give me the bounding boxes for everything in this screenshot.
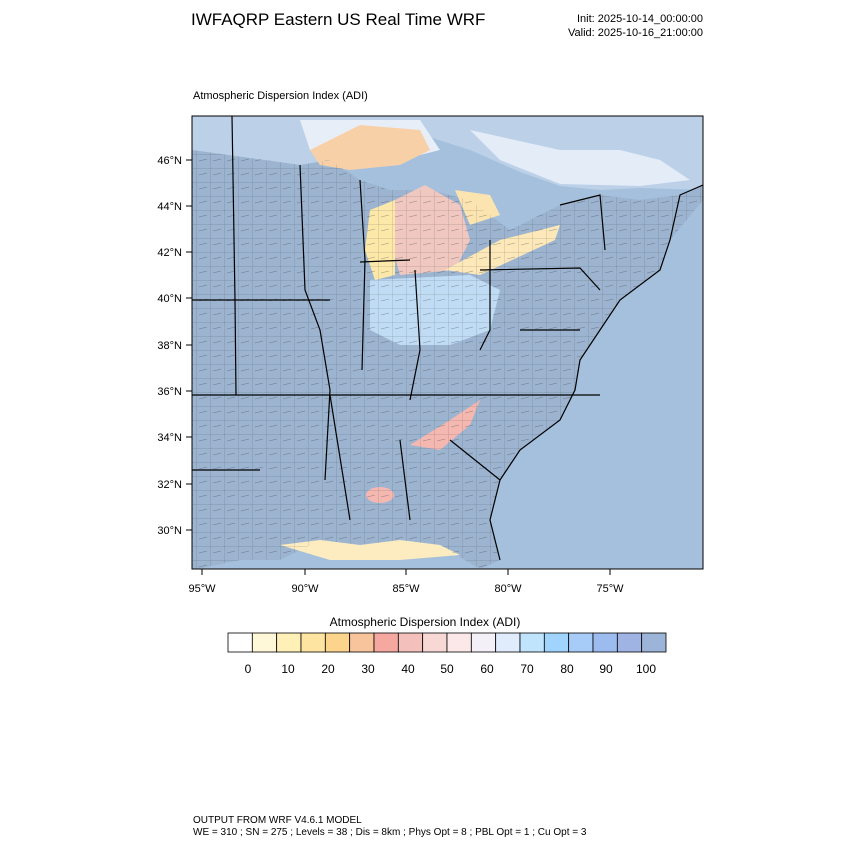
colorbar-box	[495, 632, 521, 653]
lon-label: 95°W	[188, 583, 216, 595]
map-frame	[191, 115, 704, 570]
colorbar-title: Atmospheric Dispersion Index (ADI)	[329, 615, 521, 629]
colorbar-box	[373, 632, 399, 653]
colorbar-tick-label: 0	[245, 662, 252, 676]
colorbar-box	[470, 632, 497, 653]
canada-light-2	[470, 130, 690, 186]
colorbar-tick-label: 60	[480, 662, 494, 676]
lat-label: 32°N	[157, 479, 182, 491]
colorbar-box	[568, 632, 594, 653]
lat-label: 36°N	[157, 386, 182, 398]
lat-label: 40°N	[157, 293, 182, 305]
lon-label: 85°W	[392, 583, 420, 595]
model-info: OUTPUT FROM WRF V4.6.1 MODEL	[193, 815, 362, 826]
colorbar-box	[592, 632, 618, 653]
colorbar-box	[543, 632, 570, 653]
colorbar-tick-label: 80	[560, 662, 574, 676]
map-area	[192, 116, 703, 569]
lon-label: 80°W	[494, 583, 522, 595]
colorbar-box	[641, 632, 667, 653]
gulf-coast	[280, 540, 460, 560]
init-time: Init: 2025-10-14_00:00:00	[577, 13, 703, 25]
colorbar-box	[616, 632, 643, 653]
colorbar-box	[519, 632, 545, 653]
state-borders	[192, 116, 606, 521]
lon-label: 90°W	[291, 583, 319, 595]
colorbar-box	[227, 632, 253, 653]
lat-label: 42°N	[157, 247, 182, 259]
colorbar-tick-label: 20	[321, 662, 335, 676]
colorbar	[227, 632, 667, 653]
lat-label: 30°N	[157, 525, 182, 537]
colorbar-box	[446, 632, 472, 653]
colorbar-tick-label: 100	[636, 662, 656, 676]
lat-label: 34°N	[157, 432, 182, 444]
colorbar-tick-label: 40	[401, 662, 415, 676]
lon-label: 75°W	[596, 583, 624, 595]
county-overlay	[192, 150, 703, 569]
colorbar-tick-label: 70	[520, 662, 534, 676]
lat-label: 44°N	[157, 201, 182, 213]
colorbar-box	[276, 632, 302, 653]
coastline	[489, 184, 703, 561]
colorbar-box	[422, 632, 448, 653]
model-config: WE = 310 ; SN = 275 ; Levels = 38 ; Dis …	[193, 827, 587, 838]
colorbar-ticks: 0 10 20 30 40 50 60 70 80 90 100	[245, 662, 657, 676]
lat-label: 46°N	[157, 155, 182, 167]
colorbar-box	[397, 632, 424, 653]
colorbar-tick-label: 50	[440, 662, 454, 676]
lat-axis: 46°N 44°N 42°N 40°N 38°N 36°N 34°N 32°N …	[157, 155, 192, 537]
colorbar-box	[349, 632, 375, 653]
colorbar-box	[300, 632, 326, 653]
colorbar-box	[251, 632, 278, 653]
colorbar-tick-label: 90	[599, 662, 613, 676]
lake-superior	[310, 125, 430, 170]
lon-axis: 95°W 90°W 85°W 80°W 75°W	[188, 569, 624, 595]
colorbar-box	[324, 632, 351, 653]
plot-title: Atmospheric Dispersion Index (ADI)	[193, 90, 368, 102]
colorbar-tick-label: 10	[281, 662, 295, 676]
colorbar-tick-label: 30	[361, 662, 375, 676]
valid-time: Valid: 2025-10-16_21:00:00	[568, 27, 703, 39]
page-title: IWFAQRP Eastern US Real Time WRF	[191, 10, 486, 29]
lat-label: 38°N	[157, 340, 182, 352]
